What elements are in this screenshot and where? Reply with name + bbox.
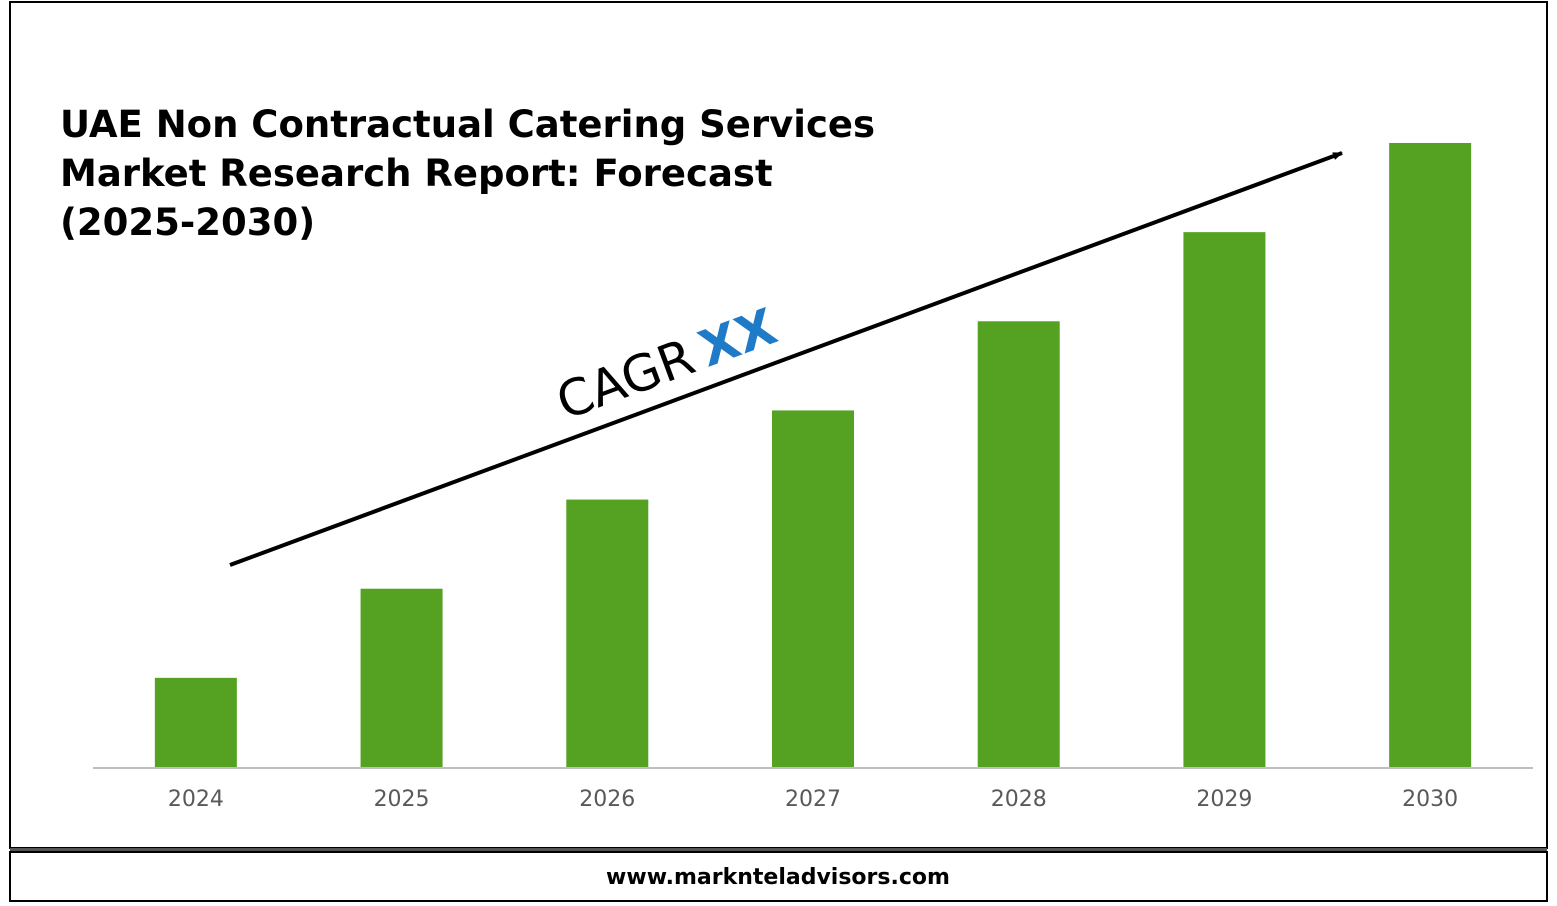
x-tick-label: 2024 <box>168 787 224 812</box>
chart-title: UAE Non Contractual Catering Services <box>60 103 875 146</box>
x-tick-label: 2028 <box>991 787 1047 812</box>
x-tick-label: 2029 <box>1196 787 1252 812</box>
footer-url: www.marknteladvisors.com <box>606 865 950 890</box>
x-tick-label: 2027 <box>785 787 841 812</box>
x-tick-label: 2026 <box>579 787 635 812</box>
bar <box>772 410 854 767</box>
x-tick-label: 2025 <box>374 787 430 812</box>
chart-title: Market Research Report: Forecast <box>60 152 773 195</box>
chart-title: (2025-2030) <box>60 201 315 244</box>
bar <box>1183 232 1266 768</box>
footer-frame <box>9 851 1548 902</box>
bar <box>977 321 1060 767</box>
bar <box>1389 143 1472 767</box>
frame-shadow <box>10 848 1547 852</box>
x-tick-label: 2030 <box>1402 787 1458 812</box>
bar <box>566 499 649 767</box>
bar <box>360 588 443 767</box>
bar <box>154 677 237 767</box>
trend-arrow <box>229 151 1343 567</box>
